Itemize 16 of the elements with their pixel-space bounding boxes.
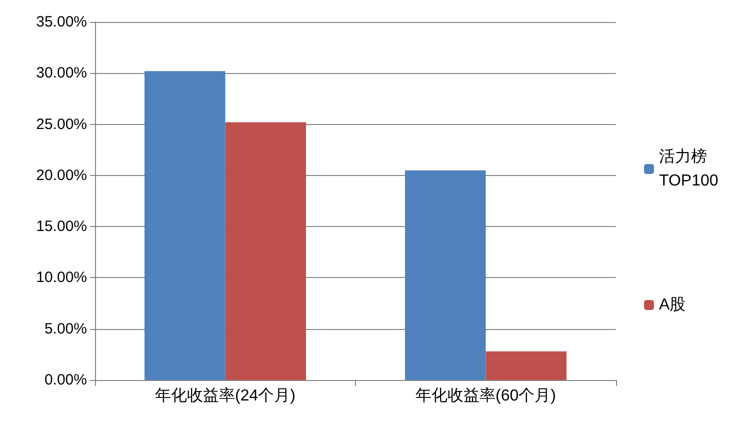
y-tick-label: 10.00%	[36, 269, 87, 286]
y-tick-label: 5.00%	[44, 320, 87, 338]
bar	[225, 122, 306, 380]
x-tick-label: 年化收益率(24个月)	[155, 386, 296, 404]
y-tick-label: 0.00%	[44, 372, 87, 388]
y-tick-label: 25.00%	[36, 116, 87, 133]
y-tick-label: 15.00%	[36, 218, 87, 236]
y-tick-label: 35.00%	[36, 14, 87, 30]
legend-label: 活力榜TOP100	[659, 148, 718, 190]
y-tick-label: 20.00%	[36, 166, 87, 184]
bar	[404, 170, 486, 380]
bar	[144, 71, 226, 380]
x-tick-label: 年化收益率(60个月)	[416, 386, 556, 404]
bar	[486, 351, 567, 380]
y-tick-label: 30.00%	[36, 64, 87, 82]
legend-label: A股	[659, 296, 686, 314]
